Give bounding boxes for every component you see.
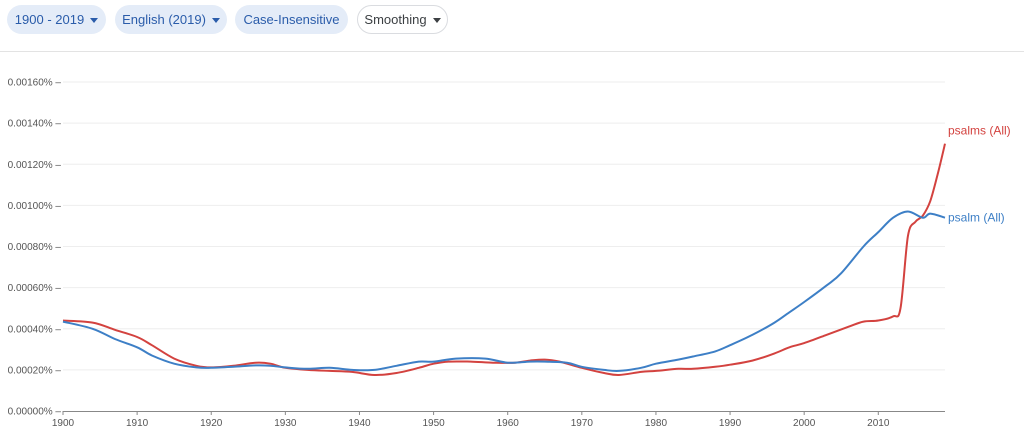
y-tick-label: 0.00000% – [8,407,62,418]
series-line-psalm [62,210,946,372]
y-tick-label: 0.00160% – [8,78,62,89]
y-tick-label: 0.00140% – [8,119,62,130]
corpus-label: English (2019) [122,12,206,27]
y-tick-label: 0.00040% – [8,324,62,335]
series-label-psalm: psalm (All) [948,211,1005,225]
ngram-chart: 0.00000% – 0.00020% – 0.00040% – 0.00060% –… [8,78,1011,430]
x-tick-label: 1950 [422,418,445,429]
case-insensitive-toggle[interactable]: Case-Insensitive [235,5,348,34]
x-tick-label: 1960 [497,418,520,429]
y-tick-label: 0.00100% – [8,201,62,212]
x-tick-label: 2000 [793,418,816,429]
chevron-down-icon [432,17,441,23]
x-tick-label: 1970 [571,418,594,429]
y-tick-label: 0.00120% – [8,160,62,171]
chevron-down-icon [211,17,220,23]
x-tick-label: 1900 [52,418,75,429]
x-tick-label: 1910 [126,418,149,429]
year-range-dropdown[interactable]: 1900 - 2019 [7,5,106,34]
y-tick-label: 0.00020% – [8,365,62,376]
x-tick-label: 1980 [645,418,668,429]
series-label-psalms: psalms (All) [948,124,1011,138]
query-toolbar: 1900 - 2019 English (2019) Case-Insensit… [0,0,1024,52]
y-tick-label: 0.00060% – [8,283,62,294]
y-tick-label: 0.00080% – [8,242,62,253]
smoothing-label: Smoothing [364,12,427,27]
x-tick-label: 2010 [867,418,890,429]
x-tick-label: 1940 [348,418,371,429]
x-tick-label: 1920 [200,418,223,429]
year-range-label: 1900 - 2019 [14,12,85,27]
series-line-psalms [62,143,946,377]
corpus-dropdown[interactable]: English (2019) [115,5,227,34]
case-label: Case-Insensitive [243,12,340,27]
x-tick-label: 1930 [274,418,297,429]
x-tick-label: 1990 [719,418,742,429]
chevron-down-icon [90,17,99,23]
smoothing-dropdown[interactable]: Smoothing [357,5,448,34]
